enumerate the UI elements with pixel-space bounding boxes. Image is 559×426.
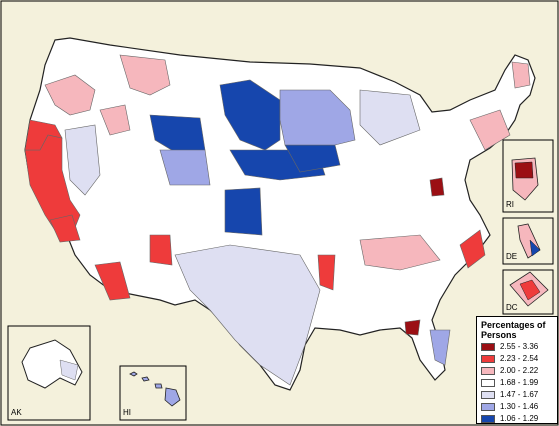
map-legend: Percentages of Persons 2.55 - 3.36 2.23 -… xyxy=(476,316,558,424)
legend-item: 2.00 - 2.22 xyxy=(481,365,553,376)
legend-swatch xyxy=(481,366,495,375)
dc-red xyxy=(519,279,541,301)
region-midwest-lightblue xyxy=(279,89,356,146)
inset-dc: DC xyxy=(502,269,554,315)
region-maine-pink xyxy=(511,61,531,89)
legend-swatch xyxy=(481,414,495,423)
legend-rows: 2.55 - 3.36 2.23 - 2.54 2.00 - 2.22 1.68 - … xyxy=(481,341,553,424)
inset-rhode-island: RI xyxy=(502,139,554,213)
alaska-region-pale xyxy=(59,359,79,381)
map-regions xyxy=(24,54,531,386)
inset-delaware: DE xyxy=(502,217,554,265)
region-oregon-coast xyxy=(24,119,63,151)
legend-title: Percentages of Persons xyxy=(481,320,546,340)
legend-range-label: 2.23 - 2.54 xyxy=(500,354,539,363)
inset-label-ri: RI xyxy=(506,200,514,209)
region-northwest-pink xyxy=(44,74,96,116)
region-new-mexico-red xyxy=(149,234,173,266)
legend-range-label: 1.06 - 1.29 xyxy=(500,414,539,423)
legend-range-label: 1.47 - 1.67 xyxy=(500,390,539,399)
inset-label-hi: HI xyxy=(123,408,131,417)
legend-item: 2.23 - 2.54 xyxy=(481,353,553,364)
region-florida-darkred xyxy=(404,319,421,336)
legend-item: 2.55 - 3.36 xyxy=(481,341,553,352)
region-nevada-pale xyxy=(64,124,101,196)
delaware-blue xyxy=(529,239,541,257)
region-florida-lightblue xyxy=(429,329,451,366)
legend-swatch xyxy=(481,354,495,363)
region-northeast-pink xyxy=(469,109,511,151)
region-idaho-pink xyxy=(99,104,131,136)
legend-range-label: 2.55 - 3.36 xyxy=(500,342,539,351)
region-wv-darkred xyxy=(429,177,445,197)
inset-label-ak: AK xyxy=(11,408,22,417)
inset-alaska: AK xyxy=(7,325,91,421)
legend-range-label: 1.30 - 1.46 xyxy=(500,402,539,411)
legend-item: 1.06 - 1.29 xyxy=(481,413,553,424)
region-carolina-red xyxy=(459,229,486,269)
region-arizona-red xyxy=(94,261,131,301)
legend-item: 1.47 - 1.67 xyxy=(481,389,553,400)
legend-swatch xyxy=(481,390,495,399)
region-colorado-lightblue xyxy=(159,149,211,186)
region-montana-pink xyxy=(119,54,171,96)
legend-swatch xyxy=(481,342,495,351)
legend-range-label: 2.00 - 2.22 xyxy=(500,366,539,375)
legend-range-label: 1.68 - 1.99 xyxy=(500,378,539,387)
inset-hawaii: HI xyxy=(119,365,187,421)
region-south-pink xyxy=(359,234,441,271)
legend-swatch xyxy=(481,378,495,387)
region-great-lakes-pale xyxy=(359,89,421,146)
legend-item: 1.30 - 1.46 xyxy=(481,401,553,412)
inset-label-de: DE xyxy=(506,252,517,261)
region-mississippi-red xyxy=(317,254,336,291)
region-kansas-darkblue xyxy=(224,187,263,236)
legend-swatch xyxy=(481,402,495,411)
rhode-island-darkred xyxy=(514,161,534,179)
inset-label-dc: DC xyxy=(506,303,518,312)
region-california-south-red xyxy=(49,214,81,243)
region-dakotas-darkblue xyxy=(219,79,281,151)
legend-item: 1.68 - 1.99 xyxy=(481,377,553,388)
region-texas-pale xyxy=(174,244,321,386)
hawaii-islands xyxy=(129,371,181,407)
